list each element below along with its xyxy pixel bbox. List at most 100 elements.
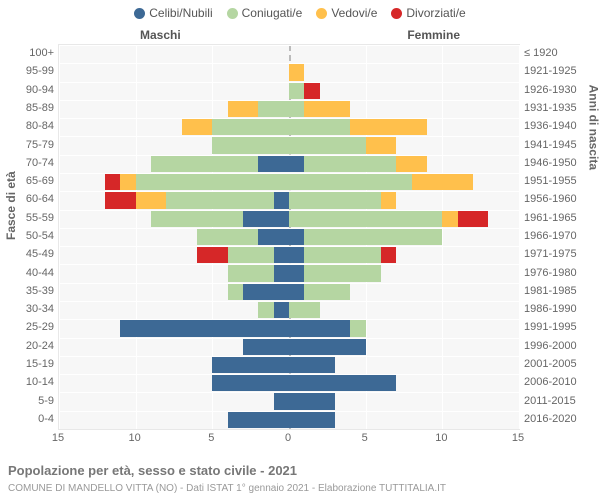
bar-segment [120, 320, 289, 336]
bar-segment [228, 412, 289, 428]
bar-segment [151, 211, 243, 227]
birth-year-label: 1976-1980 [524, 267, 594, 279]
bar-segment [289, 339, 366, 355]
birth-year-label: 1966-1970 [524, 230, 594, 242]
pyramid-row [59, 301, 519, 319]
x-tick-label: 5 [208, 432, 214, 444]
pyramid-row [59, 100, 519, 118]
bar-segment [304, 156, 396, 172]
pyramid-row [59, 283, 519, 301]
bar-segment [258, 302, 273, 318]
bar-segment [151, 156, 258, 172]
age-label: 100+ [6, 47, 54, 59]
age-label: 70-74 [6, 157, 54, 169]
bar-segment [166, 192, 273, 208]
legend-item: Celibi/Nubili [134, 6, 212, 20]
age-label: 15-19 [6, 358, 54, 370]
pyramid-row [59, 338, 519, 356]
bar-segment [274, 247, 289, 263]
bar-segment [304, 247, 381, 263]
pyramid-row [59, 228, 519, 246]
pyramid-row [59, 136, 519, 154]
bar-segment [289, 192, 381, 208]
birth-year-label: 1936-1940 [524, 120, 594, 132]
bar-segment [243, 284, 289, 300]
legend-label: Divorziati/e [406, 6, 465, 20]
bar-segment [212, 137, 289, 153]
chart-source: COMUNE DI MANDELLO VITTA (NO) - Dati IST… [8, 483, 446, 494]
birth-year-label: 2006-2010 [524, 376, 594, 388]
pyramid-row [59, 63, 519, 81]
birth-year-label: 1956-1960 [524, 193, 594, 205]
pyramid-row [59, 374, 519, 392]
age-label: 75-79 [6, 139, 54, 151]
bar-segment [182, 119, 213, 135]
legend-swatch [134, 8, 145, 19]
birth-year-label: 1986-1990 [524, 303, 594, 315]
age-label: 40-44 [6, 267, 54, 279]
bar-segment [304, 229, 442, 245]
legend-swatch [391, 8, 402, 19]
bar-segment [243, 211, 289, 227]
pyramid-row [59, 210, 519, 228]
bar-segment [120, 174, 135, 190]
legend-item: Divorziati/e [391, 6, 465, 20]
bar-segment [304, 83, 319, 99]
bar-segment [243, 339, 289, 355]
bar-segment [228, 265, 274, 281]
bar-segment [381, 247, 396, 263]
bar-segment [289, 412, 335, 428]
birth-year-label: 1971-1975 [524, 248, 594, 260]
bar-segment [274, 265, 289, 281]
legend-item: Vedovi/e [316, 6, 377, 20]
birth-year-label: 1926-1930 [524, 84, 594, 96]
bar-segment [289, 119, 350, 135]
age-label: 90-94 [6, 84, 54, 96]
x-tick-label: 0 [285, 432, 291, 444]
legend: Celibi/Nubili Coniugati/e Vedovi/e Divorzia… [0, 0, 600, 20]
pyramid-row [59, 82, 519, 100]
bar-segment [274, 393, 289, 409]
bar-segment [304, 265, 381, 281]
bar-segment [289, 156, 304, 172]
bar-segment [136, 174, 289, 190]
bar-segment [212, 375, 289, 391]
age-label: 25-29 [6, 321, 54, 333]
bar-segment [228, 247, 274, 263]
bar-segment [228, 284, 243, 300]
bar-segment [289, 393, 335, 409]
age-label: 85-89 [6, 102, 54, 114]
bar-segment [274, 192, 289, 208]
age-label: 45-49 [6, 248, 54, 260]
bar-segment [442, 211, 457, 227]
pyramid-row [59, 118, 519, 136]
bar-segment [289, 357, 335, 373]
bar-segment [258, 229, 289, 245]
legend-label: Vedovi/e [331, 6, 377, 20]
bar-segment [105, 174, 120, 190]
bar-segment [289, 375, 396, 391]
birth-year-label: 1981-1985 [524, 285, 594, 297]
bar-segment [304, 101, 350, 117]
bar-segment [289, 265, 304, 281]
population-pyramid-chart [58, 44, 520, 430]
bar-segment [289, 247, 304, 263]
pyramid-row [59, 191, 519, 209]
bar-segment [350, 119, 427, 135]
bar-segment [289, 137, 366, 153]
age-label: 80-84 [6, 120, 54, 132]
legend-item: Coniugati/e [227, 6, 303, 20]
age-label: 95-99 [6, 65, 54, 77]
x-tick-label: 15 [512, 432, 524, 444]
birth-year-label: 1961-1965 [524, 212, 594, 224]
bar-segment [458, 211, 489, 227]
bar-segment [350, 320, 365, 336]
age-label: 65-69 [6, 175, 54, 187]
legend-swatch [227, 8, 238, 19]
bar-segment [412, 174, 473, 190]
birth-year-label: 1921-1925 [524, 65, 594, 77]
bar-segment [289, 64, 304, 80]
pyramid-row [59, 411, 519, 429]
bar-segment [289, 83, 304, 99]
legend-label: Coniugati/e [242, 6, 303, 20]
